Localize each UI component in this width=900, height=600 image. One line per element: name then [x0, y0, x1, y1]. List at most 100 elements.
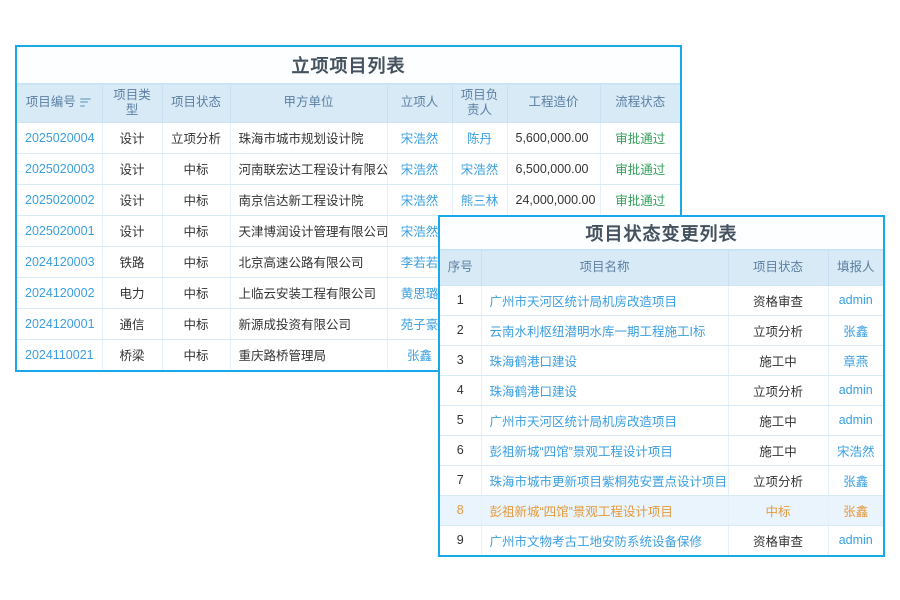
project-status-cell: 中标	[162, 308, 231, 340]
project-name-link[interactable]: 广州市文物考古工地安防系统设备保修	[489, 534, 703, 549]
party-unit-cell: 河南联宏达工程设计有限公司	[230, 153, 388, 185]
table-row: 2025020002 设计 中标 南京信达新工程设计院 宋浩然 熊三林 24,0…	[17, 184, 680, 216]
initiator-cell: 宋浩然	[387, 184, 453, 216]
initiator-link[interactable]: 张鑫	[406, 349, 432, 364]
reporter-cell: 张鑫	[828, 315, 883, 346]
reporter-link[interactable]: 宋浩然	[836, 444, 875, 459]
project-status-cell: 资格审查	[728, 285, 829, 316]
initiator-link[interactable]: 宋浩然	[400, 225, 439, 239]
sort-icon[interactable]	[79, 97, 93, 109]
reporter-link[interactable]: admin	[838, 533, 873, 548]
flow-status-cell: 审批通过	[600, 184, 680, 216]
col-header-reporter: 填报人	[828, 251, 883, 286]
row-index-cell: 7	[440, 465, 482, 496]
reporter-link[interactable]: admin	[838, 293, 873, 307]
project-id-link[interactable]: 2024120002	[25, 285, 95, 300]
reporter-link[interactable]: 章燕	[843, 354, 869, 369]
party-unit-cell: 珠海市城市规划设计院	[230, 122, 388, 154]
project-manager-link[interactable]: 宋浩然	[460, 163, 499, 177]
col-header-project-cost: 工程造价	[507, 85, 601, 123]
reporter-cell: admin	[828, 405, 883, 436]
project-name-cell: 珠海市城市更新项目紫桐苑安置点设计项目	[481, 465, 729, 496]
project-id-cell: 2025020001	[17, 215, 103, 247]
project-status-cell: 中标	[162, 184, 231, 216]
project-type-cell: 设计	[102, 184, 163, 216]
status-change-table-header: 序号 项目名称 项目状态 填报人	[440, 251, 883, 286]
reporter-link[interactable]: admin	[838, 383, 873, 397]
initiator-link[interactable]: 宋浩然	[400, 163, 439, 177]
project-manager-link[interactable]: 熊三林	[460, 194, 499, 208]
reporter-link[interactable]: 张鑫	[843, 504, 869, 519]
initiator-link[interactable]: 宋浩然	[400, 132, 439, 146]
project-name-link[interactable]: 云南水利枢纽潜明水库一期工程施工I标	[489, 324, 706, 339]
party-unit-cell: 天津博润设计管理有限公司	[230, 215, 388, 247]
initiator-link[interactable]: 苑子豪	[400, 318, 439, 332]
row-index-cell: 4	[440, 375, 482, 406]
party-unit-cell: 新源成投资有限公司	[230, 308, 388, 340]
project-id-link[interactable]: 2025020003	[25, 161, 95, 176]
project-id-link[interactable]: 2025020002	[25, 192, 95, 207]
col-header-project-status: 项目状态	[162, 85, 231, 123]
col-header-flow-status: 流程状态	[600, 85, 680, 123]
project-status-cell: 施工中	[728, 405, 829, 436]
party-unit-cell: 重庆路桥管理局	[230, 339, 388, 370]
project-id-link[interactable]: 2025020001	[25, 223, 95, 238]
project-id-cell: 2025020003	[17, 153, 103, 185]
project-type-cell: 铁路	[102, 246, 163, 278]
reporter-cell: admin	[828, 285, 883, 316]
table-row: 9 广州市文物考古工地安防系统设备保修 资格审查 admin	[440, 525, 883, 555]
project-name-link[interactable]: 珠海鹤港口建设	[489, 384, 578, 399]
project-name-cell: 珠海鹤港口建设	[481, 345, 729, 376]
project-name-link[interactable]: 珠海鹤港口建设	[489, 354, 578, 369]
party-unit-cell: 北京高速公路有限公司	[230, 246, 388, 278]
reporter-cell: 张鑫	[828, 465, 883, 496]
col-header-project-manager: 项目负责人	[452, 85, 508, 123]
project-name-link[interactable]: 彭祖新城“四馆”景观工程设计项目	[489, 444, 673, 459]
table-row: 2025020004 设计 立项分析 珠海市城市规划设计院 宋浩然 陈丹 5,6…	[17, 122, 680, 154]
initiator-link[interactable]: 李若若	[400, 256, 439, 270]
initiator-cell: 宋浩然	[387, 122, 453, 154]
project-id-link[interactable]: 2024110021	[25, 347, 94, 362]
project-id-link[interactable]: 2024120003	[25, 254, 95, 269]
project-name-cell: 云南水利枢纽潜明水库一期工程施工I标	[481, 315, 729, 346]
table-row: 8 彭祖新城“四馆”景观工程设计项目 中标 张鑫	[440, 495, 883, 526]
project-name-cell: 广州市文物考古工地安防系统设备保修	[481, 525, 729, 555]
project-name-cell: 彭祖新城“四馆”景观工程设计项目	[481, 435, 729, 466]
reporter-link[interactable]: admin	[838, 413, 873, 427]
flow-status-cell: 审批通过	[600, 122, 680, 154]
reporter-link[interactable]: 张鑫	[843, 474, 869, 489]
col-header-project-id[interactable]: 项目编号	[17, 85, 103, 123]
project-name-link[interactable]: 珠海市城市更新项目紫桐苑安置点设计项目	[489, 474, 728, 489]
project-id-link[interactable]: 2024120001	[25, 316, 95, 331]
row-index-cell: 6	[440, 435, 482, 466]
project-type-cell: 设计	[102, 215, 163, 247]
project-id-link[interactable]: 2025020004	[25, 130, 95, 145]
party-unit-cell: 上临云安装工程有限公司	[230, 277, 388, 309]
initiator-link[interactable]: 宋浩然	[400, 194, 439, 208]
project-name-cell: 彭祖新城“四馆”景观工程设计项目	[481, 495, 729, 526]
table-row: 2025020003 设计 中标 河南联宏达工程设计有限公司 宋浩然 宋浩然 6…	[17, 153, 680, 185]
project-name-link[interactable]: 广州市天河区统计局机房改造项目	[489, 294, 678, 309]
project-manager-link[interactable]: 陈丹	[466, 132, 492, 146]
status-change-table: 序号 项目名称 项目状态 填报人 1 广州市天河区统计局机房改造项目 资格审查 …	[440, 251, 883, 555]
table-row: 1 广州市天河区统计局机房改造项目 资格审查 admin	[440, 285, 883, 316]
col-header-project-status: 项目状态	[728, 251, 829, 286]
project-name-cell: 广州市天河区统计局机房改造项目	[481, 285, 729, 316]
row-index-cell: 3	[440, 345, 482, 376]
reporter-cell: 宋浩然	[828, 435, 883, 466]
project-name-cell: 珠海鹤港口建设	[481, 375, 729, 406]
project-status-cell: 中标	[728, 495, 829, 526]
project-cost-cell: 6,500,000.00	[507, 153, 601, 185]
project-name-link[interactable]: 彭祖新城“四馆”景观工程设计项目	[489, 504, 673, 519]
project-name-link[interactable]: 广州市天河区统计局机房改造项目	[489, 414, 678, 429]
reporter-link[interactable]: 张鑫	[843, 324, 869, 339]
initiator-cell: 黄思璐	[387, 277, 453, 309]
row-index-cell: 8	[440, 495, 482, 526]
table-row: 4 珠海鹤港口建设 立项分析 admin	[440, 375, 883, 406]
project-approval-list-title: 立项项目列表	[17, 47, 680, 85]
initiator-link[interactable]: 黄思璐	[400, 287, 439, 301]
initiator-cell: 宋浩然	[387, 153, 453, 185]
project-manager-cell: 宋浩然	[452, 153, 508, 185]
col-header-project-type: 项目类型	[102, 85, 163, 123]
